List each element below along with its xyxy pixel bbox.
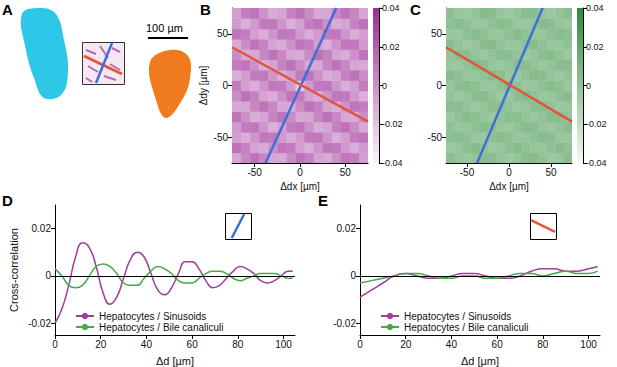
svg-text:Δdy [µm]: Δdy [µm]	[198, 65, 209, 105]
svg-text:Hepatocytes / Sinusoids: Hepatocytes / Sinusoids	[404, 311, 511, 322]
svg-text:0: 0	[52, 339, 58, 350]
svg-text:20: 20	[95, 339, 107, 350]
svg-text:-50: -50	[428, 132, 443, 143]
svg-text:-0.02: -0.02	[586, 119, 607, 129]
svg-text:0.02: 0.02	[337, 223, 357, 234]
svg-text:-0.04: -0.04	[382, 158, 403, 168]
svg-text:Cross-correlation: Cross-correlation	[8, 228, 20, 312]
svg-text:-0.04: -0.04	[586, 158, 607, 168]
svg-text:C: C	[410, 1, 421, 18]
svg-text:50: 50	[217, 28, 229, 39]
svg-text:100: 100	[580, 339, 597, 350]
svg-text:-0.02: -0.02	[28, 318, 51, 329]
svg-text:60: 60	[187, 339, 199, 350]
svg-text:-50: -50	[247, 167, 262, 178]
svg-text:0: 0	[350, 270, 356, 281]
svg-text:40: 40	[446, 339, 458, 350]
svg-text:0: 0	[586, 81, 591, 91]
svg-text:50: 50	[431, 28, 443, 39]
svg-text:Hepatocytes / Bile canaliculi: Hepatocytes / Bile canaliculi	[404, 322, 529, 333]
svg-text:0: 0	[297, 167, 303, 178]
svg-text:0.02: 0.02	[32, 223, 52, 234]
svg-text:40: 40	[141, 339, 153, 350]
svg-text:20: 20	[400, 339, 412, 350]
svg-text:0: 0	[222, 80, 228, 91]
svg-text:Hepatocytes / Sinusoids: Hepatocytes / Sinusoids	[99, 311, 206, 322]
svg-text:100 µm: 100 µm	[146, 22, 183, 34]
svg-text:Δd [µm]: Δd [µm]	[156, 355, 194, 367]
svg-text:E: E	[318, 192, 328, 209]
svg-text:-0.02: -0.02	[382, 119, 403, 129]
svg-text:A: A	[2, 1, 13, 18]
svg-text:Δd [µm]: Δd [µm]	[461, 355, 499, 367]
svg-text:0: 0	[357, 339, 363, 350]
svg-text:Δdx [µm]: Δdx [µm]	[280, 181, 320, 192]
svg-text:Δdx [µm]: Δdx [µm]	[489, 181, 529, 192]
svg-text:0.02: 0.02	[586, 42, 604, 52]
svg-text:0: 0	[45, 270, 51, 281]
svg-text:50: 50	[340, 167, 352, 178]
svg-text:0.04: 0.04	[382, 3, 400, 13]
svg-text:-50: -50	[214, 132, 229, 143]
svg-text:-0.02: -0.02	[333, 318, 356, 329]
svg-text:B: B	[200, 1, 211, 18]
svg-text:80: 80	[537, 339, 549, 350]
svg-text:0.02: 0.02	[382, 42, 400, 52]
svg-text:D: D	[2, 192, 13, 209]
svg-text:60: 60	[492, 339, 504, 350]
svg-text:50: 50	[545, 167, 557, 178]
svg-text:0: 0	[436, 80, 442, 91]
svg-text:0: 0	[506, 167, 512, 178]
svg-text:0.04: 0.04	[586, 3, 604, 13]
svg-text:Hepatocytes / Bile canaliculi: Hepatocytes / Bile canaliculi	[99, 322, 224, 333]
svg-text:100: 100	[275, 339, 292, 350]
svg-text:0: 0	[382, 81, 387, 91]
svg-text:80: 80	[232, 339, 244, 350]
svg-text:-50: -50	[460, 167, 475, 178]
